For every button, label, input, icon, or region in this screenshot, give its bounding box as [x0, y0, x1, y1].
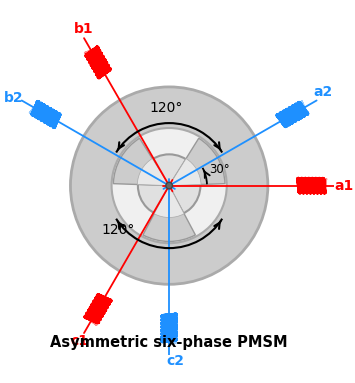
Circle shape: [138, 154, 201, 217]
Text: Asymmetric six-phase PMSM: Asymmetric six-phase PMSM: [50, 335, 288, 350]
Text: b2: b2: [4, 91, 24, 105]
Text: c2: c2: [166, 354, 184, 368]
Text: b1: b1: [73, 22, 93, 36]
Circle shape: [111, 128, 227, 243]
Wedge shape: [113, 138, 169, 186]
Text: 120°: 120°: [149, 101, 182, 115]
Text: c1: c1: [70, 334, 88, 348]
Text: 120°: 120°: [101, 223, 135, 237]
Circle shape: [70, 87, 268, 284]
Wedge shape: [154, 186, 184, 218]
Wedge shape: [137, 159, 169, 186]
Text: a2: a2: [313, 85, 332, 99]
Wedge shape: [169, 138, 225, 186]
Wedge shape: [143, 186, 195, 241]
Text: a1: a1: [335, 178, 354, 193]
Text: 30°: 30°: [209, 163, 229, 176]
Wedge shape: [169, 159, 201, 186]
Circle shape: [166, 182, 173, 189]
